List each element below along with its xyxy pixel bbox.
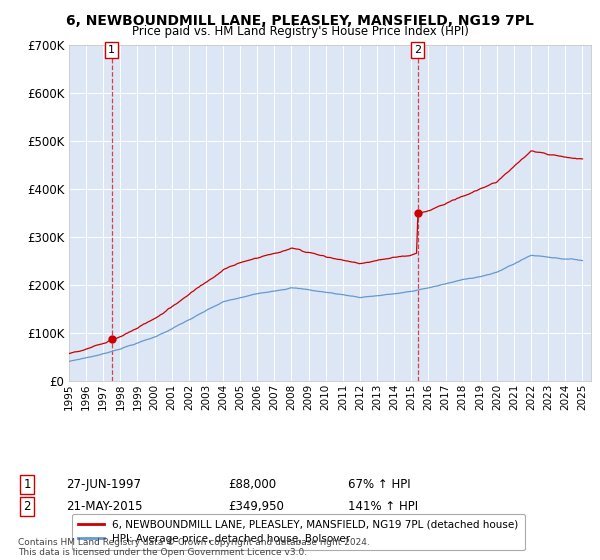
Text: Price paid vs. HM Land Registry's House Price Index (HPI): Price paid vs. HM Land Registry's House … xyxy=(131,25,469,38)
Legend: 6, NEWBOUNDMILL LANE, PLEASLEY, MANSFIELD, NG19 7PL (detached house), HPI: Avera: 6, NEWBOUNDMILL LANE, PLEASLEY, MANSFIEL… xyxy=(71,514,525,550)
Text: Contains HM Land Registry data © Crown copyright and database right 2024.
This d: Contains HM Land Registry data © Crown c… xyxy=(18,538,370,557)
Text: 6, NEWBOUNDMILL LANE, PLEASLEY, MANSFIELD, NG19 7PL: 6, NEWBOUNDMILL LANE, PLEASLEY, MANSFIEL… xyxy=(66,14,534,28)
Text: 21-MAY-2015: 21-MAY-2015 xyxy=(66,500,143,514)
Text: 67% ↑ HPI: 67% ↑ HPI xyxy=(348,478,410,491)
Text: 2: 2 xyxy=(414,45,421,55)
Text: 141% ↑ HPI: 141% ↑ HPI xyxy=(348,500,418,514)
Text: £349,950: £349,950 xyxy=(228,500,284,514)
Text: 2: 2 xyxy=(23,500,31,514)
Text: 1: 1 xyxy=(23,478,31,491)
Text: 27-JUN-1997: 27-JUN-1997 xyxy=(66,478,141,491)
Text: £88,000: £88,000 xyxy=(228,478,276,491)
Text: 1: 1 xyxy=(108,45,115,55)
